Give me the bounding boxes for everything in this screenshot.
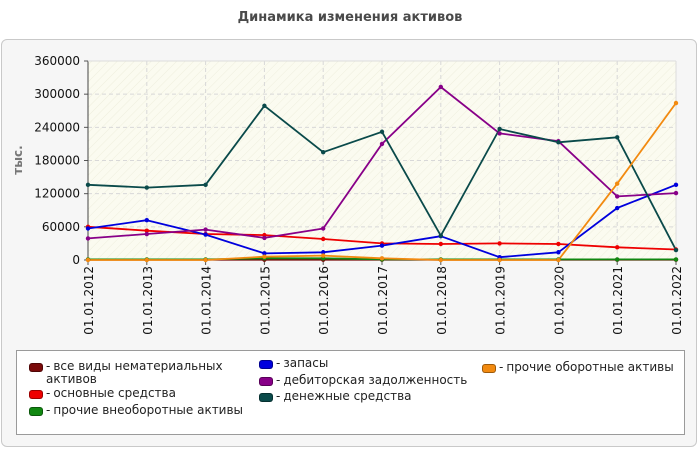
- data-point: [497, 241, 502, 246]
- data-point: [497, 257, 502, 263]
- data-point: [615, 257, 620, 262]
- data-point: [144, 185, 149, 190]
- y-tick-label: 360000: [34, 54, 80, 68]
- data-point: [203, 232, 208, 237]
- legend-item-other-noncurrent: - прочие внеоборотные активы: [29, 404, 243, 417]
- data-point: [379, 129, 385, 134]
- legend-item-cash: - денежные средства: [259, 390, 412, 403]
- data-point: [615, 245, 620, 250]
- legend-swatch: [259, 360, 273, 369]
- legend-item-fixed-assets: - основные средства: [29, 387, 176, 400]
- data-point: [321, 250, 326, 255]
- legend-item-inventory: - запасы: [259, 357, 328, 370]
- y-tick-label: 240000: [34, 120, 80, 134]
- data-point: [673, 182, 679, 188]
- legend-label: все виды нематериальных активов: [46, 359, 223, 386]
- y-tick-label: 180000: [34, 154, 80, 168]
- data-point: [615, 194, 620, 199]
- data-point: [379, 141, 385, 147]
- data-point: [673, 247, 679, 253]
- y-tick-label: 120000: [34, 187, 80, 201]
- x-tick-label: 01.01.2022: [670, 266, 684, 335]
- data-point: [497, 131, 502, 136]
- data-point: [556, 140, 561, 145]
- y-axis-label: тыс.: [11, 145, 25, 174]
- x-tick-label: 01.01.2014: [200, 266, 214, 335]
- legend-label: денежные средства: [283, 389, 412, 403]
- data-point: [262, 251, 267, 256]
- x-tick-label: 01.01.2013: [141, 266, 155, 335]
- legend-label: основные средства: [53, 386, 176, 400]
- data-point: [438, 257, 443, 263]
- chart-legend: - все виды нематериальных активов - основн…: [16, 350, 685, 435]
- chart-title: Динамика изменения активов: [237, 10, 463, 25]
- data-point: [85, 226, 91, 231]
- data-point: [203, 182, 208, 188]
- data-point: [438, 84, 443, 90]
- data-point: [144, 228, 149, 233]
- data-point: [615, 205, 620, 211]
- data-point: [673, 100, 679, 106]
- legend-swatch: [29, 390, 43, 399]
- y-tick-label: 0: [72, 253, 80, 267]
- legend-label: прочие внеоборотные активы: [53, 403, 244, 417]
- x-tick-label: 01.01.2018: [435, 266, 449, 335]
- data-point: [85, 182, 91, 188]
- data-point: [321, 236, 326, 242]
- data-point: [673, 257, 679, 262]
- data-point: [262, 103, 267, 108]
- x-tick-label: 01.01.2015: [258, 266, 272, 335]
- x-tick-label: 01.01.2016: [317, 266, 331, 335]
- legend-label: запасы: [283, 356, 329, 370]
- data-point: [438, 233, 443, 238]
- data-point: [262, 254, 267, 259]
- data-point: [615, 181, 620, 186]
- data-point: [144, 257, 149, 263]
- legend-swatch: [29, 407, 43, 416]
- data-point: [379, 243, 385, 248]
- data-point: [144, 231, 149, 237]
- x-tick-label: 01.01.2021: [611, 266, 625, 335]
- legend-item-other-current: - прочие оборотные активы: [482, 361, 674, 374]
- data-point: [85, 236, 91, 241]
- data-point: [262, 235, 267, 241]
- data-point: [615, 135, 620, 140]
- data-point: [85, 257, 91, 263]
- data-point: [144, 218, 149, 223]
- y-tick-label: 300000: [34, 87, 80, 101]
- legend-label: прочие оборотные активы: [506, 360, 674, 374]
- legend-swatch: [259, 393, 273, 402]
- data-point: [673, 190, 679, 196]
- data-point: [321, 253, 326, 258]
- legend-item-intangible: - все виды нематериальных активов: [29, 360, 229, 386]
- data-point: [321, 150, 326, 155]
- y-tick-label: 60000: [42, 220, 80, 234]
- data-point: [438, 241, 443, 247]
- legend-label: дебиторская задолженность: [283, 373, 468, 387]
- x-tick-label: 01.01.2019: [494, 266, 508, 335]
- legend-swatch: [482, 364, 496, 373]
- x-tick-label: 01.01.2020: [552, 266, 566, 335]
- legend-item-receivables: - дебиторская задолженность: [259, 374, 467, 387]
- data-point: [556, 241, 561, 247]
- data-point: [379, 256, 385, 261]
- data-point: [497, 126, 502, 132]
- x-tick-label: 01.01.2017: [376, 266, 390, 335]
- data-point: [203, 227, 208, 232]
- data-point: [321, 226, 326, 231]
- legend-swatch: [259, 377, 273, 386]
- data-point: [556, 250, 561, 255]
- x-tick-label: 01.01.2012: [82, 266, 96, 335]
- data-point: [203, 257, 208, 263]
- legend-swatch: [29, 363, 43, 372]
- data-point: [556, 257, 561, 263]
